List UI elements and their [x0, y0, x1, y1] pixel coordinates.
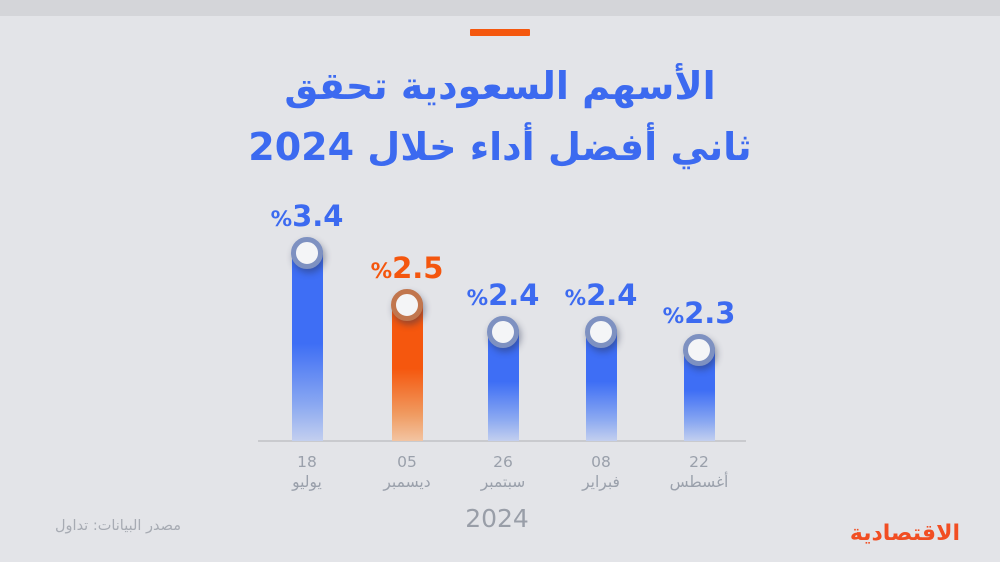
- percent-sign: %: [564, 286, 587, 311]
- accent-dash: [470, 29, 530, 36]
- tick-day: 26: [493, 453, 513, 471]
- value-number: 3.4: [292, 199, 344, 233]
- x-axis-tick-label: 18 يوليو: [237, 452, 377, 492]
- percent-sign: %: [270, 207, 293, 232]
- bar-value-label: %2.5: [337, 253, 477, 287]
- value-number: 2.4: [488, 278, 540, 312]
- chart-title-line1: الأسهم السعودية تحقق: [284, 64, 716, 108]
- value-number: 2.5: [392, 251, 444, 285]
- bar-value-label: %2.3: [629, 298, 769, 332]
- percent-sign: %: [370, 259, 393, 284]
- bar-column: [291, 238, 323, 441]
- percent-sign: %: [662, 304, 685, 329]
- x-axis-line: [258, 440, 746, 442]
- bar-value-label: %2.4: [531, 280, 671, 314]
- top-strip: [0, 0, 1000, 16]
- bar-marker: [391, 289, 423, 321]
- bar-marker: [585, 316, 617, 348]
- bar-marker: [683, 334, 715, 366]
- x-axis-tick-label: 26 سبتمبر: [433, 452, 573, 492]
- x-axis-tick-label: 22 أغسطس: [629, 452, 769, 492]
- x-axis-year-label: 2024: [465, 504, 529, 533]
- data-source-note: مصدر البيانات: تداول: [55, 518, 181, 534]
- tick-month: سبتمبر: [480, 473, 526, 491]
- bar-value-label: %3.4: [237, 201, 377, 235]
- tick-day: 05: [397, 453, 417, 471]
- value-number: 2.4: [586, 278, 638, 312]
- tick-day: 08: [591, 453, 611, 471]
- bar-value-label: %2.4: [433, 280, 573, 314]
- bar-marker: [487, 316, 519, 348]
- tick-day: 22: [689, 453, 709, 471]
- tick-month: ديسمبر: [383, 473, 431, 491]
- tick-day: 18: [297, 453, 317, 471]
- x-axis-tick-label: 05 ديسمبر: [337, 452, 477, 492]
- x-axis-tick-label: 08 فبراير: [531, 452, 671, 492]
- value-number: 2.3: [684, 296, 736, 330]
- chart-title: الأسهم السعودية تحقق ثاني أفضل أداء خلال…: [0, 56, 1000, 178]
- tick-month: يوليو: [292, 473, 322, 491]
- percent-sign: %: [466, 286, 489, 311]
- publisher-logo: الاقتصادية: [849, 521, 960, 546]
- bar-marker: [291, 237, 323, 269]
- chart-title-line2: ثاني أفضل أداء خلال 2024: [248, 125, 752, 169]
- tick-month: فبراير: [582, 473, 620, 491]
- tick-month: أغسطس: [669, 473, 729, 491]
